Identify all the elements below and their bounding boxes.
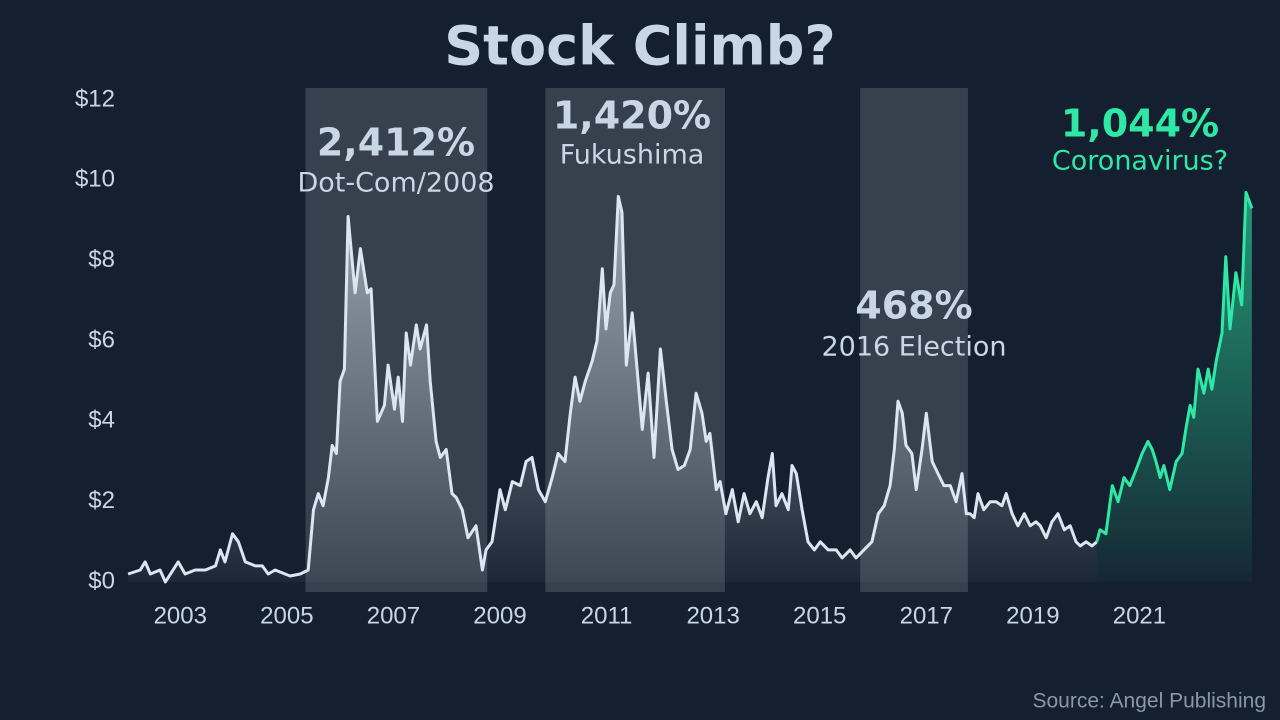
x-tick-label: 2013: [686, 602, 739, 629]
y-tick-label: $10: [75, 166, 115, 193]
annotation-value: 2,412%: [317, 121, 475, 165]
x-tick-label: 2015: [793, 602, 846, 629]
series-line: [127, 194, 1098, 584]
x-tick-label: 2007: [367, 602, 420, 629]
area-fill: [1096, 192, 1252, 582]
source-note: Source: Angel Publishing: [1033, 690, 1267, 713]
x-tick-label: 2003: [154, 602, 207, 629]
annotation-label: Dot-Com/2008: [297, 168, 494, 199]
y-tick-label: $8: [88, 246, 115, 273]
y-tick-label: $2: [88, 487, 115, 514]
x-tick-label: 2017: [900, 602, 953, 629]
chart-title: Stock Climb?: [444, 15, 835, 78]
annotation-label: Coronavirus?: [1052, 146, 1228, 177]
annotation-value: 1,044%: [1061, 102, 1219, 146]
annotation-value: 468%: [855, 284, 972, 328]
annotation-label: 2016 Election: [821, 332, 1006, 363]
series-line: [1095, 190, 1254, 543]
y-tick-label: $6: [88, 326, 115, 353]
annotation-value: 1,420%: [553, 94, 711, 138]
y-tick-label: $4: [88, 407, 115, 434]
x-tick-label: 2005: [260, 602, 313, 629]
y-tick-label: $12: [75, 85, 115, 112]
x-tick-label: 2019: [1006, 602, 1059, 629]
annotation-label: Fukushima: [560, 140, 705, 171]
y-tick-label: $0: [88, 567, 115, 594]
x-tick-label: 2011: [581, 602, 633, 629]
x-tick-label: 2021: [1113, 602, 1166, 629]
x-tick-label: 2009: [473, 602, 526, 629]
